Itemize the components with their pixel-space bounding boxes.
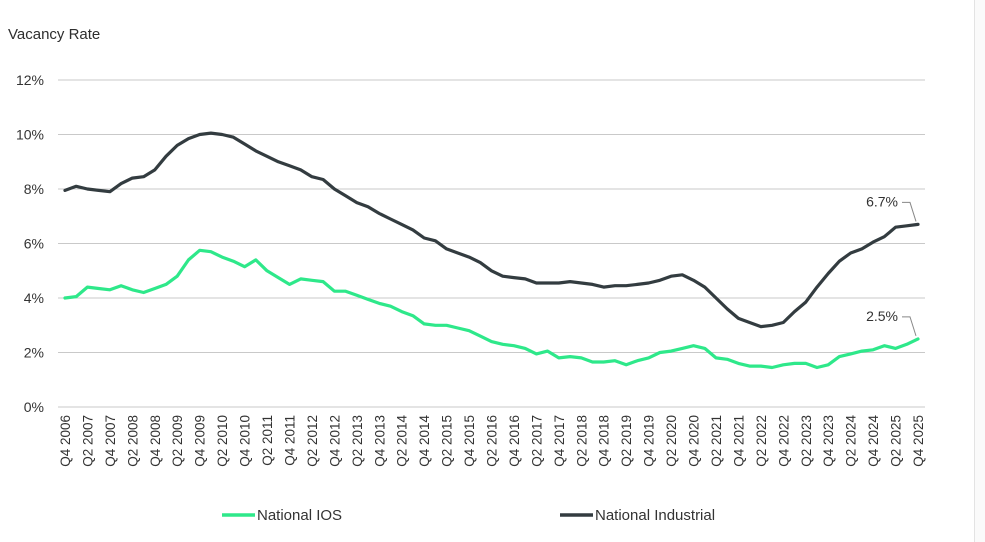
- x-tick-label: Q2 2009: [170, 415, 185, 467]
- x-tick-label: Q2 2017: [529, 415, 544, 467]
- x-tick-label: Q2 2013: [350, 415, 365, 467]
- end-value-label: 2.5%: [866, 308, 898, 324]
- x-tick-label: Q4 2023: [821, 415, 836, 467]
- y-tick-label: 0%: [24, 399, 44, 415]
- x-tick-label: Q2 2019: [619, 415, 634, 467]
- y-tick-label: 4%: [24, 290, 44, 306]
- x-tick-label: Q2 2011: [260, 415, 275, 466]
- legend: National IOS National Industrial: [222, 507, 715, 524]
- x-tick-label: Q4 2018: [597, 415, 612, 467]
- x-tick-label: Q4 2012: [327, 415, 342, 467]
- x-tick-label: Q4 2020: [687, 415, 702, 467]
- end-value-label: 6.7%: [866, 193, 898, 209]
- y-tick-label: 6%: [24, 236, 44, 252]
- right-panel-edge: [974, 0, 985, 542]
- x-tick-label: Q2 2022: [754, 415, 769, 467]
- x-tick-label: Q2 2016: [485, 415, 500, 467]
- x-tick-label: Q2 2012: [305, 415, 320, 467]
- x-tick-label: Q4 2024: [866, 415, 881, 467]
- y-tick-label: 10%: [16, 127, 44, 143]
- x-axis-ticks: Q4 2006 Q2 2007 Q4 2007 Q2 2008 Q4 2008 Q2 20…: [58, 415, 926, 467]
- x-tick-label: Q4 2022: [776, 415, 791, 467]
- end-label-leader: [902, 201, 917, 222]
- legend-label: National Industrial: [595, 507, 715, 524]
- y-tick-label: 12%: [16, 72, 44, 88]
- x-tick-label: Q4 2011: [282, 415, 297, 466]
- y-tick-label: 8%: [24, 181, 44, 197]
- x-tick-label: Q4 2009: [193, 415, 208, 467]
- x-tick-label: Q4 2016: [507, 415, 522, 467]
- x-tick-label: Q2 2018: [574, 415, 589, 467]
- x-tick-label: Q4 2025: [911, 415, 926, 467]
- x-tick-label: Q2 2008: [125, 415, 140, 467]
- x-tick-label: Q2 2010: [215, 415, 230, 467]
- x-tick-label: Q4 2019: [642, 415, 657, 467]
- legend-label: National IOS: [257, 507, 342, 524]
- x-tick-label: Q4 2013: [372, 415, 387, 467]
- y-tick-label: 2%: [24, 345, 44, 361]
- y-axis-ticks: 0% 2% 4% 6% 8% 10% 12%: [16, 72, 44, 415]
- x-tick-label: Q4 2010: [238, 415, 253, 467]
- x-tick-label: Q2 2023: [799, 415, 814, 467]
- x-tick-label: Q2 2020: [664, 415, 679, 467]
- series-line-national-ios: [63, 248, 920, 370]
- end-label-leader: [902, 316, 917, 337]
- y-axis-title: Vacancy Rate: [8, 26, 100, 43]
- x-tick-label: Q4 2021: [731, 415, 746, 467]
- series-line-national-industrial: [63, 131, 920, 329]
- end-labels: 2.5% 6.7%: [866, 193, 917, 337]
- x-tick-label: Q4 2017: [552, 415, 567, 467]
- gridlines: [58, 79, 925, 408]
- x-tick-label: Q2 2007: [80, 415, 95, 467]
- x-tick-label: Q4 2008: [148, 415, 163, 467]
- x-tick-label: Q2 2015: [440, 415, 455, 467]
- x-tick-label: Q4 2014: [417, 415, 432, 467]
- series-lines: [63, 131, 920, 370]
- x-tick-label: Q2 2014: [395, 415, 410, 467]
- x-tick-label: Q4 2006: [58, 415, 73, 467]
- x-tick-label: Q2 2025: [889, 415, 904, 467]
- x-tick-label: Q2 2021: [709, 415, 724, 467]
- x-tick-label: Q2 2024: [844, 415, 859, 467]
- x-tick-label: Q4 2015: [462, 415, 477, 467]
- x-tick-label: Q4 2007: [103, 415, 118, 467]
